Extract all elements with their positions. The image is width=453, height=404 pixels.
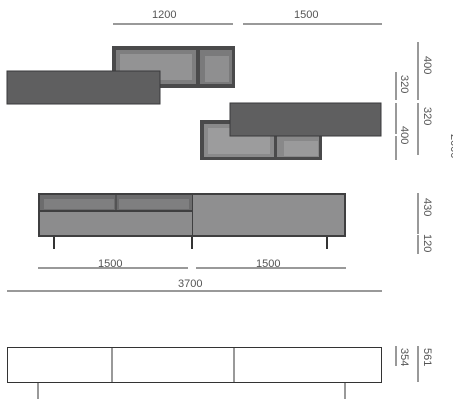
dim-label-right-2000: 2000 [448, 134, 453, 159]
low-unit-outline [7, 347, 382, 399]
dim-label-sideboard-1500-left: 1500 [98, 258, 123, 270]
dim-label-right-320-b: 320 [421, 107, 433, 126]
dim-label-sideboard-430: 430 [421, 198, 433, 217]
dim-label-sideboard-1500-right: 1500 [256, 258, 281, 270]
dim-label-right-400-b: 400 [398, 126, 410, 145]
dim-label-overall-3700: 3700 [178, 278, 203, 290]
sideboard [38, 193, 346, 249]
dim-label-low-354: 354 [398, 348, 410, 367]
dim-label-top-1200: 1200 [152, 9, 177, 21]
wall-panel-right [229, 102, 382, 137]
low-unit-dimension-ticks [395, 346, 419, 382]
dim-label-top-1500: 1500 [294, 9, 319, 21]
dim-label-right-320-a: 320 [398, 75, 410, 94]
right-dimension-ticks [395, 42, 419, 160]
dim-label-sideboard-120: 120 [421, 234, 433, 253]
wall-panel-left [6, 70, 161, 105]
dim-label-right-400-a: 400 [421, 56, 433, 75]
wall-cabinet-1200 [112, 46, 235, 88]
dim-label-low-561: 561 [421, 348, 433, 367]
